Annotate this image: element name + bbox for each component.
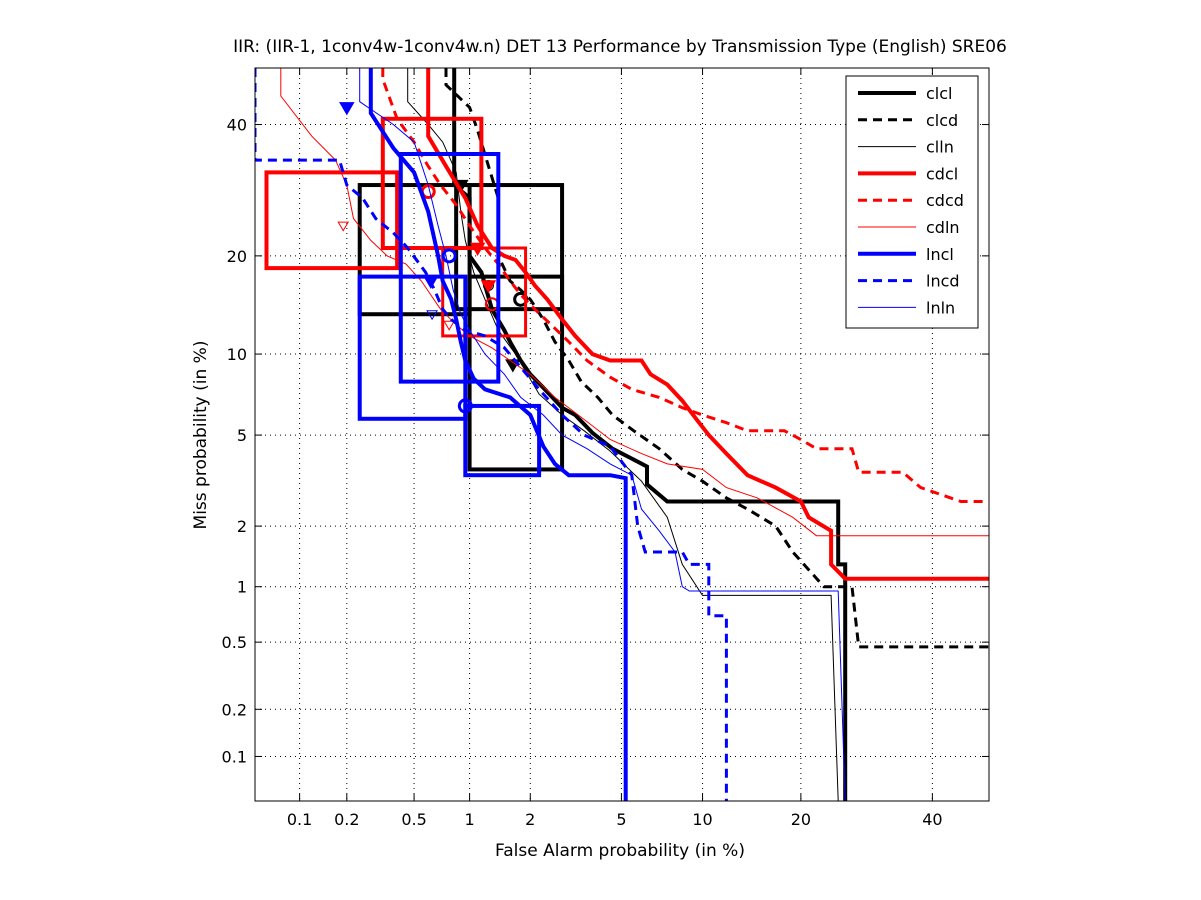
marker-circle-lncl xyxy=(457,398,473,414)
x-tick-label: 0.5 xyxy=(401,810,426,829)
x-axis-label: False Alarm probability (in %) xyxy=(495,841,745,861)
series-line-lncd xyxy=(255,68,728,801)
x-tick-label: 5 xyxy=(616,810,626,829)
y-tick-label: 1 xyxy=(237,578,247,597)
ticks: 0.1 0.2 0.5 1 2 5 10 20 40 0.1 0.2 0.5 1 2 5 10 20 40 xyxy=(222,68,989,829)
series-lnln xyxy=(359,68,846,801)
legend: clcl clcd clln cdcl cdcd cdln lncl lncd lnln xyxy=(845,75,979,329)
x-tick-label: 2 xyxy=(525,810,535,829)
marker-triangle-cdln xyxy=(337,221,350,232)
grid xyxy=(255,68,989,801)
marker-triangle-lncd xyxy=(339,102,355,116)
x-tick-label: 0.1 xyxy=(287,810,312,829)
series-cdln xyxy=(280,68,989,537)
series-line-cdcd xyxy=(381,68,989,503)
confidence-box-cdcl xyxy=(380,116,484,251)
marker-triangle-cdcd xyxy=(480,280,497,294)
legend-label-cdln: cdln xyxy=(926,218,960,237)
marker-circle-lncl xyxy=(441,248,457,264)
legend-box xyxy=(845,75,979,329)
marker-triangle-cdln xyxy=(443,320,456,331)
series-layer xyxy=(255,68,989,801)
x-tick-label: 40 xyxy=(922,810,942,829)
axes-frame xyxy=(254,67,990,802)
legend-label-clcl: clcl xyxy=(926,84,952,103)
y-tick-label: 2 xyxy=(237,517,247,536)
series-line-clcl xyxy=(452,68,848,801)
legend-label-cdcd: cdcd xyxy=(926,191,964,210)
series-line-lnln xyxy=(359,68,846,801)
legend-label-clcd: clcd xyxy=(926,111,958,130)
y-tick-label: 10 xyxy=(227,345,247,364)
y-tick-label: 40 xyxy=(227,116,247,135)
legend-label-lncl: lncl xyxy=(926,245,954,264)
marker-triangle-lnln xyxy=(426,310,438,321)
y-tick-label: 20 xyxy=(227,247,247,266)
x-tick-label: 20 xyxy=(791,810,811,829)
legend-label-lnln: lnln xyxy=(926,298,955,317)
confidence-box-lncl xyxy=(357,274,468,421)
confidence-box-lncl xyxy=(398,152,501,384)
legend-label-clln: clln xyxy=(926,138,954,157)
x-tick-label: 0.2 xyxy=(334,810,359,829)
x-tick-label: 1 xyxy=(464,810,474,829)
legend-label-lncd: lncd xyxy=(926,272,960,291)
y-axis-label: Miss probability (in %) xyxy=(191,341,211,530)
series-lncd xyxy=(255,68,728,801)
confidence-box-cdcl xyxy=(264,170,400,271)
legend-label-cdcl: cdcl xyxy=(926,164,958,183)
series-line-cdcl xyxy=(426,68,989,581)
y-tick-label: 0.2 xyxy=(222,700,247,719)
y-tick-label: 0.1 xyxy=(222,747,247,766)
y-tick-label: 0.5 xyxy=(222,633,247,652)
series-lncl xyxy=(357,68,628,801)
series-line-clcd xyxy=(444,68,989,649)
y-tick-label: 5 xyxy=(237,426,247,445)
x-tick-label: 10 xyxy=(692,810,712,829)
chart-title: IIR: (IIR-1, 1conv4w-1conv4w.n) DET 13 P… xyxy=(233,37,1007,57)
series-line-cdln xyxy=(280,68,989,537)
series-line-lncl xyxy=(368,68,628,801)
